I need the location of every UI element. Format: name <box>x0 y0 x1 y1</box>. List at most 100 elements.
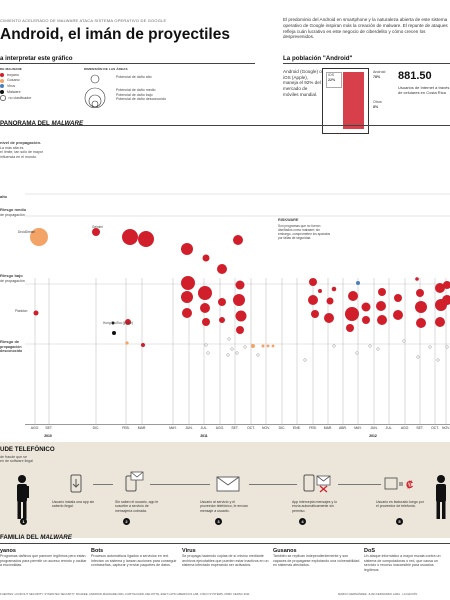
x-month-label: OCT. <box>431 426 439 430</box>
unclassified-bubble <box>303 358 307 362</box>
others-value: 8% <box>373 105 379 109</box>
x-year-label: 2011 <box>200 434 208 438</box>
users-big-number: 881.50 <box>398 70 432 82</box>
malware-bubble <box>33 310 39 316</box>
panorama-title: PANORAMA DEL MALWARE <box>0 120 83 127</box>
subscribe-icon <box>125 471 144 492</box>
malware-bubble <box>356 281 360 285</box>
malware-bubble <box>202 318 210 326</box>
footer: FUENTES: LOOKOUT SECURITY, SYMANTEC SECU… <box>0 592 450 596</box>
y-label-bajo: Riesgo bajo <box>0 273 23 278</box>
fraud-step-number: 5 <box>396 518 403 525</box>
x-month-label: NOV. <box>262 426 270 430</box>
malware-bubble <box>181 243 193 255</box>
malware-bubble <box>235 280 245 290</box>
unclassified-bubble <box>206 351 210 355</box>
unclassified-bubble <box>355 351 359 355</box>
x-month-label: SET. <box>231 426 239 430</box>
users-big-text: Usuarios de Internet a través de celular… <box>398 85 450 95</box>
malware-bubble <box>376 301 386 311</box>
legend-type-head: DE MALWARE <box>0 67 22 71</box>
unclassified-bubble <box>226 353 230 357</box>
ios-share-block <box>326 72 342 88</box>
family-item: Bots Procesos automáticos ligados a serv… <box>91 548 182 572</box>
legend-type-item: Virus <box>0 84 60 90</box>
malware-bubble <box>233 294 245 306</box>
malware-bubble <box>324 313 334 323</box>
malware-bubble <box>30 228 48 246</box>
ios-label: iOS <box>328 73 334 77</box>
malware-bubble <box>308 295 318 305</box>
legend-type-item: no clasificador <box>0 95 60 101</box>
x-month-label: NOV. <box>442 426 450 430</box>
x-month-label: OCT. <box>247 426 255 430</box>
x-month-label: MAY. <box>169 426 177 430</box>
x-month-label: SET. <box>416 426 424 430</box>
annotation-plankton: Plankton <box>15 309 28 313</box>
flow-arrow <box>93 484 113 485</box>
legend-type-label: Virus <box>7 84 16 89</box>
legend-size-circles <box>84 74 106 108</box>
annotation-hongtoutou: Hong TouTou (Ijoiinz) <box>103 321 133 325</box>
family-item-name: DoS <box>364 548 375 554</box>
annotation-droiddream: DroidDream <box>18 230 36 234</box>
malware-bubble <box>181 291 193 303</box>
family-item: yanos Programas dañinos que parecen legí… <box>0 548 91 572</box>
family-rule <box>0 543 450 544</box>
malware-bubble <box>266 344 270 348</box>
virus-swatch-icon <box>0 84 4 89</box>
legend-size-label: Potencial de daño medio <box>116 88 156 92</box>
svg-text:₡: ₡ <box>406 480 413 491</box>
population-rule <box>283 63 450 64</box>
gusano-swatch-icon <box>0 78 4 83</box>
malware-bubble <box>393 310 403 320</box>
legend-type-label: troyano <box>7 72 19 77</box>
malware-bubble <box>435 283 445 293</box>
fraud-step-text: Usuario instala una app sin saberlo ileg… <box>52 500 95 509</box>
x-month-label: JUN. <box>370 426 378 430</box>
android-label: Android <box>373 70 386 74</box>
legend-rule <box>0 63 255 64</box>
malware-bubble <box>435 317 445 327</box>
family-item-text: Se propaga haciendo copias de sí mismo m… <box>182 554 269 567</box>
flow-arrow <box>150 484 210 485</box>
y-label-medio-sub: de propagación <box>0 213 25 217</box>
unclassified-bubble <box>235 351 239 355</box>
x-month-label: SET. <box>45 426 53 430</box>
x-axis-years: 2010 2011 2012 <box>0 434 450 440</box>
legend-type-item: troyano <box>0 72 60 78</box>
legend-size-label: Potencial de daño alto <box>116 75 152 79</box>
unclassified-bubble <box>243 345 247 349</box>
malware-bubble <box>218 298 226 306</box>
fraud-title: UDE TELEFÓNICO <box>0 446 55 453</box>
legend-type-item: Malware <box>0 89 60 95</box>
fraud-step-number: 2 <box>123 518 130 525</box>
family-list: yanos Programas dañinos que parecen legí… <box>0 548 450 572</box>
malware-bubble <box>345 307 359 321</box>
x-month-label: JUL. <box>385 426 393 430</box>
population-title: La población "Android" <box>283 55 353 62</box>
population-text: Android (Google) o iOS (Apple), maneja e… <box>283 69 322 97</box>
y-label-top-sub: La más alta es el límite, tan sólo de ma… <box>0 146 43 159</box>
malware-bubble <box>362 316 370 324</box>
legend-type-label: no clasificador <box>8 95 32 100</box>
unclassified-bubble <box>428 345 432 349</box>
x-axis-months: AGO. SET. DIC. FEB. MAR. MAY. JUN. JUL. AGO. SET.… <box>0 426 450 432</box>
family-item: Gusanos También se replican independient… <box>273 548 364 572</box>
malware-bubble <box>378 288 386 296</box>
malware-bubble <box>311 310 319 318</box>
panorama-chart <box>25 193 450 424</box>
billing-icon: ₡ <box>384 477 413 491</box>
malware-bubble <box>200 303 210 313</box>
malware-bubble <box>181 276 195 290</box>
family-item-text: También se replican independientemente y… <box>273 554 360 567</box>
family-item: Virus Se propaga haciendo copias de sí m… <box>182 548 273 572</box>
header-intro: El predominio del Android en smartphone … <box>283 17 448 40</box>
x-month-label: FEB. <box>122 426 130 430</box>
annotation-geinimi: Geinimi <box>92 225 103 229</box>
malware-bubble <box>141 343 145 347</box>
header-kicker: CIMIENTO ACELERADO DE MALWARE ATACA SIST… <box>0 18 167 23</box>
bubbles <box>30 228 450 362</box>
x-month-label: MAR. <box>137 426 147 430</box>
x-year-label: 2010 <box>44 434 52 438</box>
